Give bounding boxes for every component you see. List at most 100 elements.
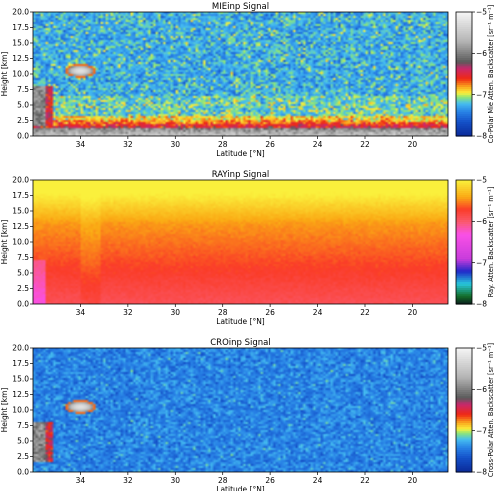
colorbar-swatch xyxy=(456,376,472,380)
y-axis-label: Height [km] xyxy=(0,388,9,433)
panel-3: CROinp Signal 34 32 30 28 26 24 22 20 Latitude [°… xyxy=(0,338,495,491)
panel-2: RAYinp Signal 34 32 30 28 26 24 22 20 Latitude [°… xyxy=(0,170,495,326)
y-tick-label: 7.5 xyxy=(17,421,29,430)
colorbar-swatch xyxy=(456,82,472,85)
colorbar-swatch xyxy=(456,374,472,378)
x-tick-label: 20 xyxy=(408,308,418,317)
colorbar-swatch xyxy=(456,100,472,104)
colorbar-swatch xyxy=(456,129,472,133)
y-tick-label: 0.0 xyxy=(17,468,29,477)
colorbar-swatch xyxy=(456,194,472,198)
colorbar-swatch xyxy=(456,270,472,274)
colorbar-swatch xyxy=(456,412,472,415)
colorbar-swatch xyxy=(456,291,472,295)
colorbar-swatch xyxy=(456,467,472,471)
colorbar-swatch xyxy=(456,451,472,454)
x-axis-label: Latitude [°N] xyxy=(216,485,265,491)
y-tick-label: 10.0 xyxy=(12,406,29,415)
colorbar-swatch xyxy=(456,391,472,395)
colorbar-swatch xyxy=(456,184,472,187)
colorbar-swatch xyxy=(456,410,472,413)
colorbar-swatch xyxy=(456,352,472,355)
y-tick-label: 15.0 xyxy=(12,375,29,384)
colorbar-tick-label: −5 xyxy=(476,8,487,17)
colorbar-swatch xyxy=(456,92,472,96)
x-axis-label: Latitude [°N] xyxy=(216,149,265,158)
colorbar-swatch xyxy=(456,389,472,392)
colorbar-swatch xyxy=(456,277,472,280)
colorbar-swatch xyxy=(456,26,472,30)
colorbar-swatch xyxy=(456,113,472,116)
x-tick-label: 22 xyxy=(360,476,370,485)
colorbar-swatch xyxy=(456,182,472,185)
colorbar-swatch xyxy=(456,358,472,361)
y-tick-label: 2.5 xyxy=(17,452,29,461)
colorbar-swatch xyxy=(456,18,472,21)
x-tick-label: 20 xyxy=(408,476,418,485)
colorbar-swatch xyxy=(456,86,472,90)
colorbar-swatch xyxy=(456,383,472,386)
colorbar-swatch xyxy=(456,348,472,351)
colorbar-swatch xyxy=(456,250,472,253)
colorbar-tick-label: −8 xyxy=(476,132,487,141)
colorbar-tick-label: −5 xyxy=(476,344,487,353)
y-tick-label: 2.5 xyxy=(17,284,29,293)
y-tick-label: 15.0 xyxy=(12,39,29,48)
colorbar-swatch xyxy=(456,459,472,463)
colorbar-swatch xyxy=(456,397,472,401)
colorbar-swatch xyxy=(456,180,472,183)
colorbar-swatch xyxy=(456,362,472,366)
colorbar-swatch xyxy=(456,254,472,258)
colorbar-swatch xyxy=(456,117,472,121)
colorbar-swatch xyxy=(456,463,472,467)
colorbar-swatch xyxy=(456,416,472,419)
x-tick-label: 34 xyxy=(76,476,86,485)
x-tick-label: 28 xyxy=(218,476,228,485)
colorbar-swatch xyxy=(456,447,472,450)
colorbar-swatch xyxy=(456,217,472,220)
colorbar-swatch xyxy=(456,55,472,59)
y-axis-label: Height [km] xyxy=(0,52,9,97)
y-tick-label: 12.5 xyxy=(12,54,29,63)
y-tick-label: 12.5 xyxy=(12,222,29,231)
colorbar-swatch xyxy=(456,229,472,233)
colorbar-swatch xyxy=(456,262,472,266)
colorbar-swatch xyxy=(456,98,472,102)
colorbar-swatch xyxy=(456,32,472,36)
colorbar-swatch xyxy=(456,127,472,131)
colorbar-swatch xyxy=(456,76,472,79)
colorbar-swatch xyxy=(456,59,472,63)
x-tick-label: 24 xyxy=(313,476,323,485)
colorbar-swatch xyxy=(456,256,472,260)
x-tick-label: 30 xyxy=(171,140,181,149)
colorbar-swatch xyxy=(456,84,472,87)
colorbar-swatch xyxy=(456,445,472,448)
colorbar-swatch xyxy=(456,258,472,262)
colorbar-swatch xyxy=(456,131,472,135)
colorbar-swatch xyxy=(456,246,472,249)
colorbar-swatch xyxy=(456,457,472,461)
colorbar-swatch xyxy=(456,285,472,289)
colorbar-swatch xyxy=(456,366,472,370)
colorbar-swatch xyxy=(456,441,472,444)
y-axis-label: Height [km] xyxy=(0,220,9,265)
colorbar-swatch xyxy=(456,461,472,465)
colorbar-swatch xyxy=(456,401,472,405)
y-tick-label: 7.5 xyxy=(17,253,29,262)
x-tick-label: 20 xyxy=(408,140,418,149)
colorbar-swatch xyxy=(456,204,472,208)
colorbar-swatch xyxy=(456,237,472,241)
colorbar-swatch xyxy=(456,287,472,291)
colorbar-swatch xyxy=(456,88,472,92)
colorbar-frame xyxy=(455,11,473,137)
colorbar-swatch xyxy=(456,252,472,255)
x-axis-label: Latitude [°N] xyxy=(216,317,265,326)
colorbar-swatch xyxy=(456,239,472,243)
y-tick-label: 20.0 xyxy=(12,8,29,17)
y-tick-label: 17.5 xyxy=(12,23,29,32)
colorbar-swatch xyxy=(456,301,472,305)
colorbar-swatch xyxy=(456,379,472,382)
colorbar-swatch xyxy=(456,208,472,212)
colorbar-swatch xyxy=(456,443,472,446)
